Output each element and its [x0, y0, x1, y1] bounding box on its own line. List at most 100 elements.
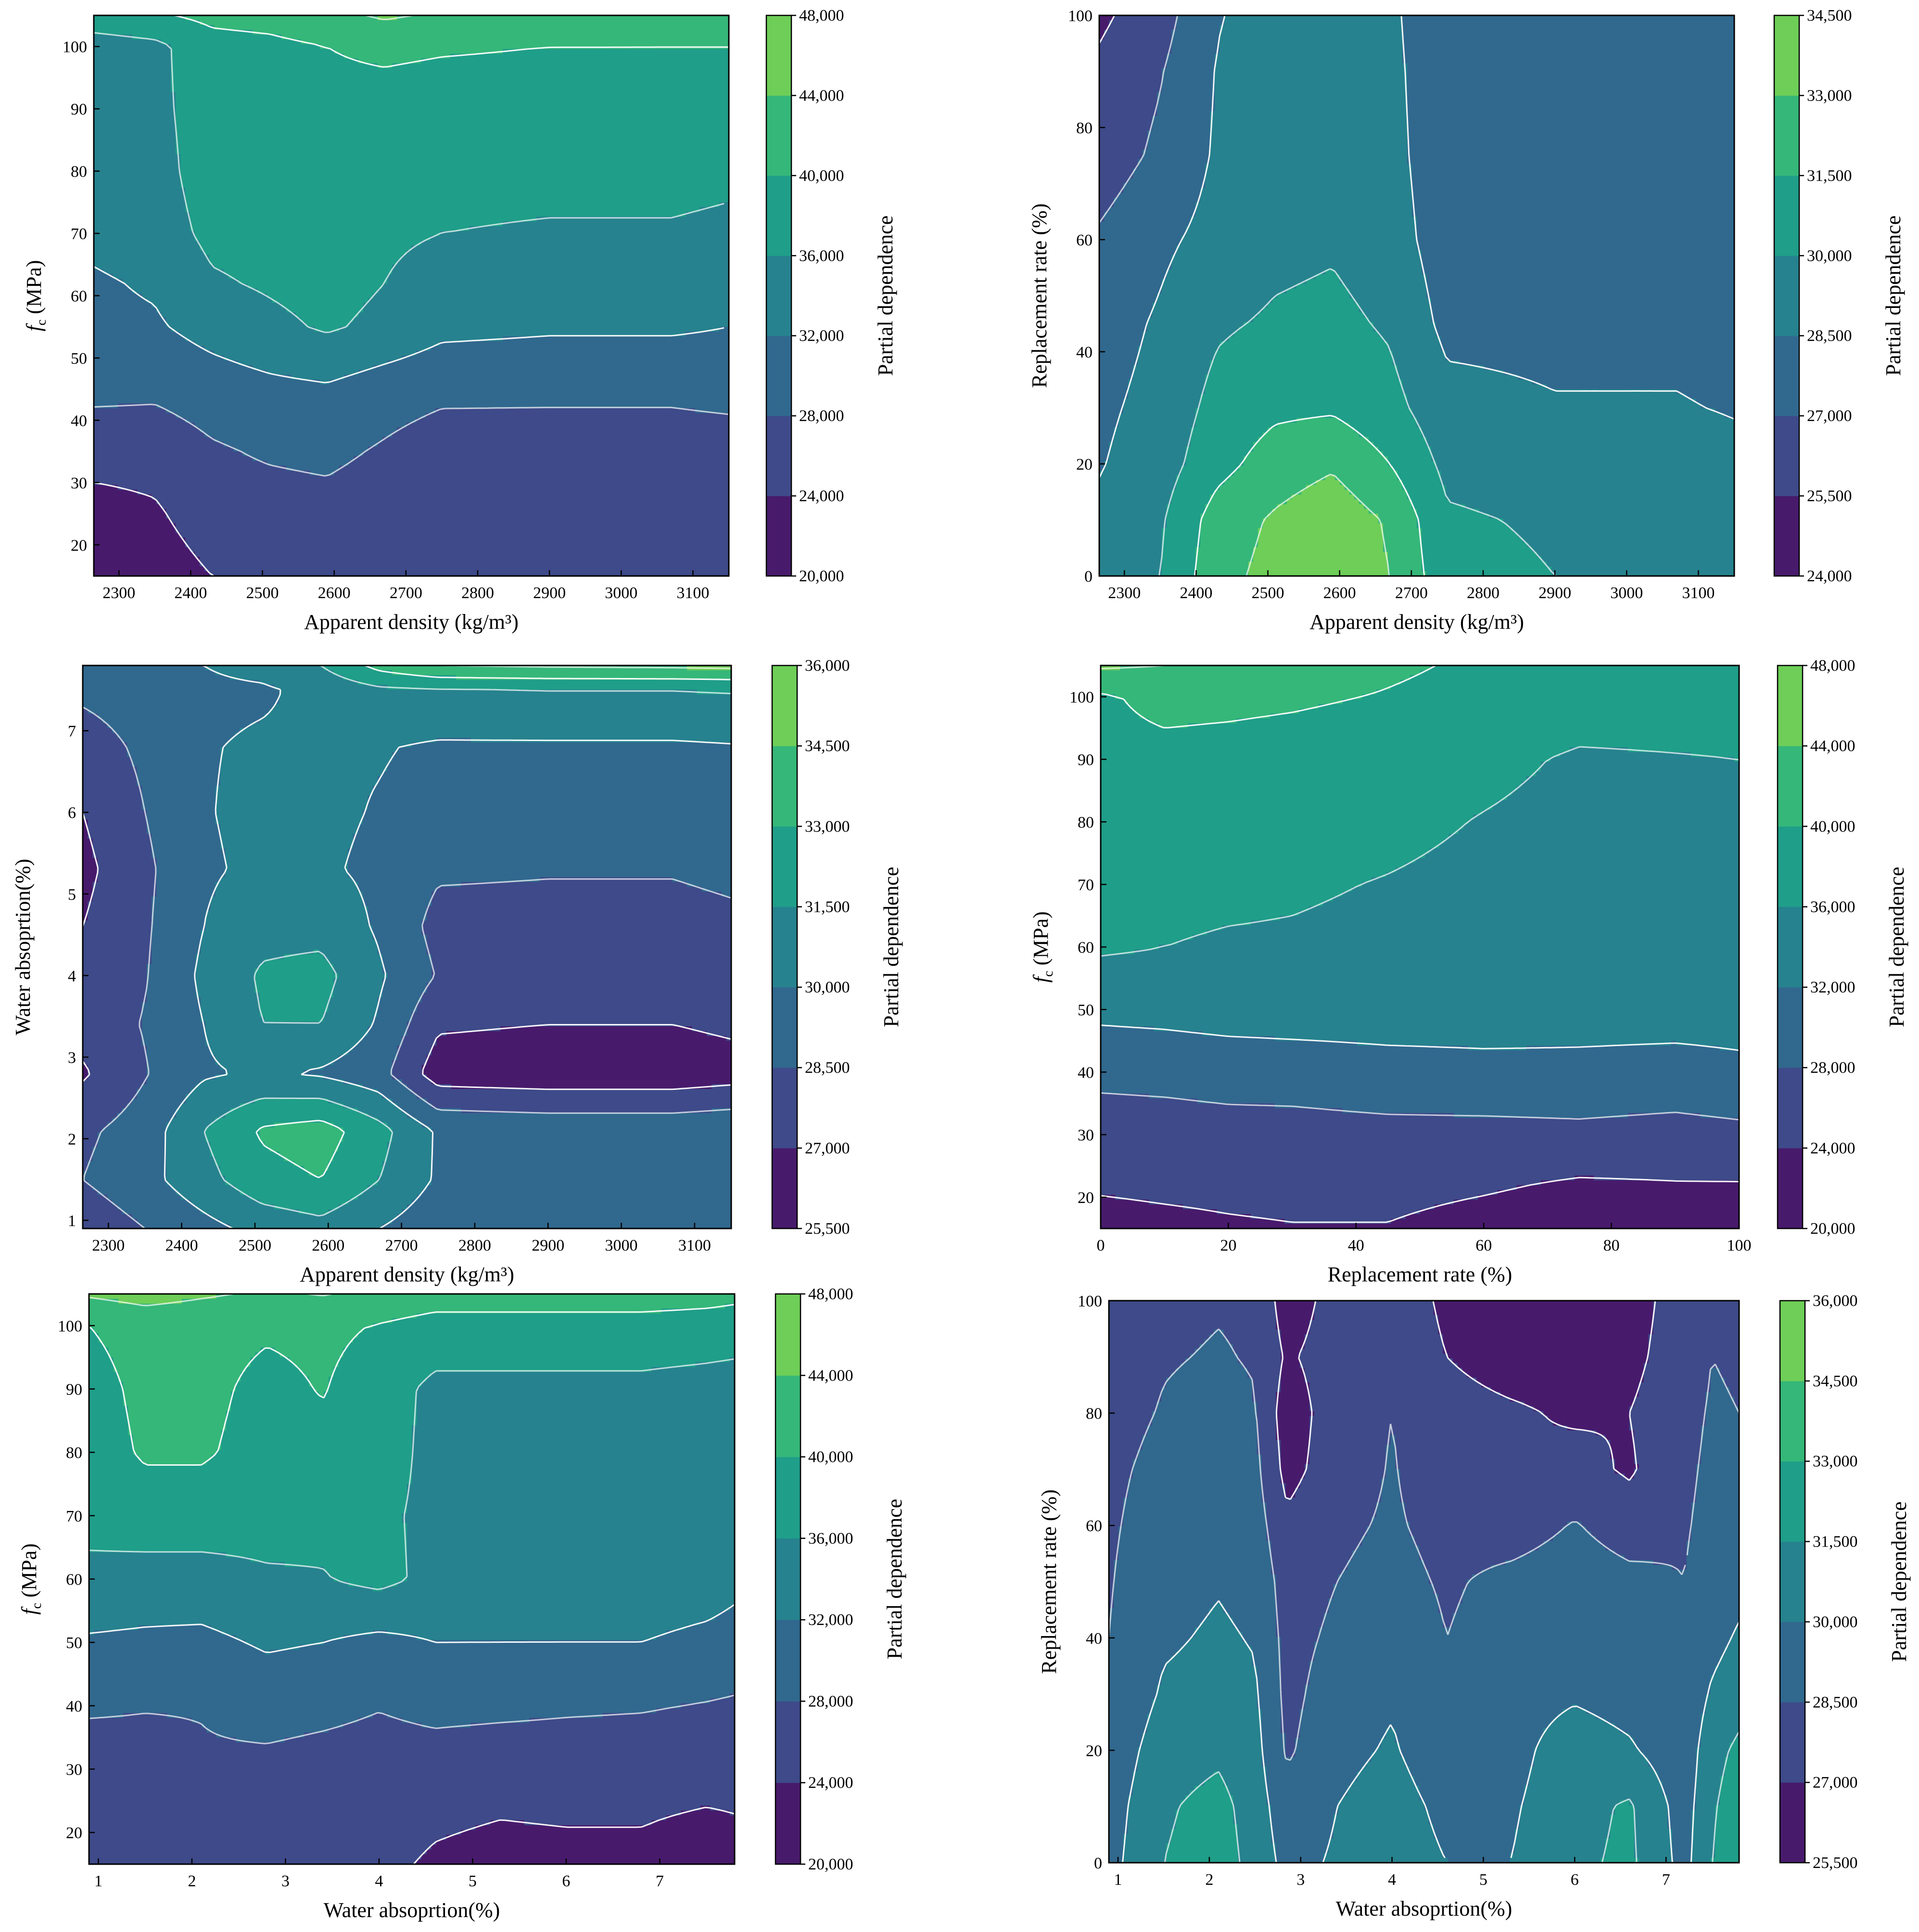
contour-cell: [1691, 1848, 1716, 1854]
contour-cell: [1281, 1646, 1315, 1652]
contour-line: [93, 32, 724, 333]
contour-cell: [412, 1430, 735, 1436]
contour-cell: [392, 1137, 432, 1142]
contour-cell: [1134, 949, 1740, 955]
contour-cell: [1534, 1762, 1649, 1767]
contour-cell: [1457, 1603, 1740, 1609]
contour-cell: [230, 1391, 319, 1397]
contour-cell: [1429, 848, 1740, 854]
contour-cell: [1109, 1382, 1167, 1388]
contour-cell: [1118, 418, 1196, 423]
contour-cell: [281, 303, 364, 308]
contour-cell: [1261, 1762, 1367, 1767]
contour-cell: [94, 34, 133, 40]
contour-cell: [1686, 1550, 1740, 1556]
contour-cell: [1138, 164, 1206, 169]
contour-cell: [382, 283, 729, 289]
contour-cell: [1101, 964, 1740, 969]
contour-cell: [94, 259, 210, 265]
contour-cell: [1209, 1334, 1224, 1340]
y-axis-label-main: Replacement rate (%): [1037, 1489, 1061, 1674]
contour-cell: [392, 1318, 735, 1324]
contour-cell: [1252, 1656, 1281, 1662]
contour-cell: [1648, 1358, 1740, 1364]
contour-cell: [1276, 1430, 1310, 1436]
contour-cell: [89, 1859, 417, 1865]
contour-cell: [94, 470, 311, 476]
contour-cell: [1274, 1103, 1740, 1109]
contour-cell: [1407, 130, 1735, 136]
contour-cell: [94, 351, 215, 356]
colorbar-band: [775, 1375, 801, 1458]
contour-cell: [1109, 1791, 1133, 1796]
contour-cell: [1460, 360, 1735, 366]
contour-cell: [343, 1103, 398, 1109]
contour-cell: [358, 1718, 403, 1723]
contour-cell: [656, 1635, 735, 1640]
contour-cell: [1266, 1800, 1338, 1805]
contour-cell: [1099, 183, 1124, 189]
contour-cell: [1109, 1411, 1152, 1417]
colorbar-frame: [1777, 665, 1804, 1229]
contour-cell: [1132, 1473, 1262, 1479]
contour-cell: [180, 154, 729, 160]
y-tick-label: 100: [63, 38, 87, 56]
contour-cell: [1452, 1622, 1740, 1628]
contour-cell: [1195, 1348, 1233, 1354]
contour-cell: [1199, 1622, 1233, 1628]
contour-cell: [1258, 312, 1364, 318]
contour-cell: [1483, 810, 1740, 815]
contour-cell: [1099, 336, 1143, 342]
contour-cell: [1101, 940, 1179, 945]
contour-cell: [1383, 533, 1422, 538]
contour-cell: [1516, 786, 1740, 791]
contour-cell: [240, 1190, 363, 1195]
contour-cell: [1467, 1579, 1740, 1585]
contour-cell: [377, 945, 427, 950]
contour-cell: [1229, 475, 1326, 481]
contour-cell: [88, 901, 152, 907]
contour-cell: [1285, 1742, 1296, 1748]
contour-cell: [1128, 1829, 1171, 1834]
contour-cell: [1299, 1478, 1382, 1484]
contour-cell: [1309, 1445, 1386, 1450]
contour-cell: [1101, 805, 1493, 810]
contour-cell: [1299, 1723, 1549, 1729]
contour-cell: [1186, 461, 1244, 466]
contour-cell: [1101, 771, 1537, 777]
contour-cell: [1101, 1017, 1740, 1022]
contour-cell: [1101, 1156, 1740, 1162]
contour-cell: [382, 1586, 735, 1592]
contour-cell: [1101, 921, 1251, 926]
contour-cell: [1462, 1588, 1740, 1594]
contour-cell: [171, 58, 359, 64]
contour-cell: [1171, 44, 1220, 50]
contour-cell: [1534, 1747, 1639, 1753]
contour-cell: [180, 178, 729, 184]
contour-cell: [1720, 1791, 1740, 1796]
x-tick-label: 3000: [605, 1237, 638, 1254]
contour-cell: [1195, 418, 1297, 423]
contour-cell: [133, 1445, 222, 1450]
contour-cell: [1195, 422, 1278, 428]
contour-cell: [89, 1747, 735, 1753]
colorbar-label: Partial dependence: [874, 216, 897, 376]
contour-cell: [1388, 552, 1422, 557]
contour-cell: [1385, 1445, 1396, 1450]
contour-cell: [323, 1171, 383, 1176]
contour-cell: [1109, 1694, 1157, 1700]
contour-cell: [1099, 480, 1177, 486]
contour-cell: [421, 1854, 735, 1860]
y-tick-label: 20: [71, 537, 87, 554]
contour-cell: [440, 341, 729, 346]
contour-cell: [89, 1367, 114, 1372]
contour-cell: [1109, 1757, 1138, 1762]
contour-cell: [83, 1180, 88, 1186]
contour-cell: [1448, 1858, 1511, 1863]
contour-cell: [338, 1055, 398, 1061]
contour-cell: [89, 1484, 407, 1489]
contour-cell: [1734, 1738, 1740, 1743]
contour-cell: [89, 1474, 412, 1480]
x-tick-label: 2400: [174, 584, 207, 602]
contour-cell: [1109, 25, 1177, 30]
